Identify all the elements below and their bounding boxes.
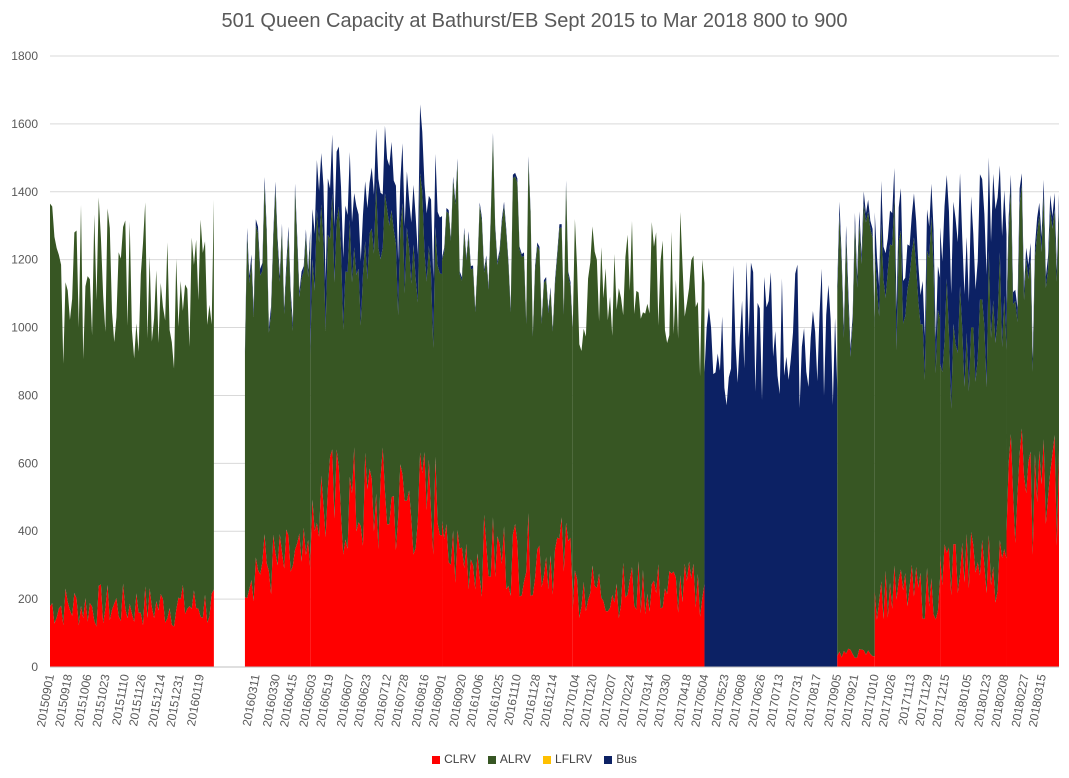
area-clrv-segment-9 <box>1006 428 1059 667</box>
legend-item-bus: Bus <box>604 752 637 766</box>
area-alrv-segment-9 <box>1006 184 1059 555</box>
legend-label: ALRV <box>499 752 532 766</box>
area-clrv-segment-0 <box>50 583 214 667</box>
area-clrv-segment-8 <box>940 532 1007 667</box>
y-tick-label: 400 <box>18 524 38 538</box>
area-alrv-segment-3 <box>442 136 573 597</box>
area-clrv-segment-3 <box>442 513 573 667</box>
area-bus-segment-7 <box>874 168 941 381</box>
area-clrv-segment-4 <box>572 561 705 667</box>
y-tick-label: 600 <box>18 456 38 470</box>
area-alrv-segment-7 <box>874 197 941 620</box>
legend-item-alrv: ALRV <box>487 752 532 766</box>
legend-label: CLRV <box>444 752 476 766</box>
area-clrv-segment-2 <box>310 447 443 667</box>
chart-title: 501 Queen Capacity at Bathurst/EB Sept 2… <box>221 10 848 32</box>
y-tick-label: 1400 <box>11 185 38 199</box>
legend-label: LFLRV <box>555 752 593 766</box>
legend-item-clrv: CLRV <box>432 752 476 766</box>
y-tick-label: 1000 <box>11 321 38 335</box>
legend-swatch <box>543 756 552 764</box>
y-tick-label: 1600 <box>11 117 38 131</box>
y-tick-label: 1200 <box>11 253 38 267</box>
y-tick-label: 0 <box>31 660 38 674</box>
area-alrv-segment-6 <box>837 203 875 658</box>
x-tick-label: 20160119 <box>184 673 207 727</box>
area-alrv-segment-0 <box>50 197 214 627</box>
area-clrv-segment-6 <box>837 648 875 667</box>
area-bus-segment-8 <box>940 157 1007 409</box>
legend-label: Bus <box>616 752 637 766</box>
y-tick-label: 200 <box>18 592 38 606</box>
area-alrv-segment-2 <box>310 173 443 562</box>
area-clrv-segment-7 <box>874 564 941 667</box>
legend-swatch <box>487 756 496 764</box>
legend-item-lflrv: LFLRV <box>543 752 592 766</box>
area-clrv-segment-1 <box>244 527 311 667</box>
legend-swatch <box>432 756 441 764</box>
y-tick-label: 1800 <box>11 49 38 63</box>
y-tick-label: 800 <box>18 388 38 402</box>
legend-swatch <box>604 756 613 764</box>
x-tick-label: 20160311 <box>240 673 263 727</box>
area-bus-segment-5 <box>704 261 838 667</box>
area-bus-segment-2 <box>310 104 443 356</box>
chart-legend: CLRV ALRV LFLRV Bus <box>0 752 1069 766</box>
area-alrv-segment-4 <box>572 212 705 619</box>
area-alrv-segment-8 <box>940 250 1007 603</box>
area-alrv-segment-1 <box>244 184 311 602</box>
